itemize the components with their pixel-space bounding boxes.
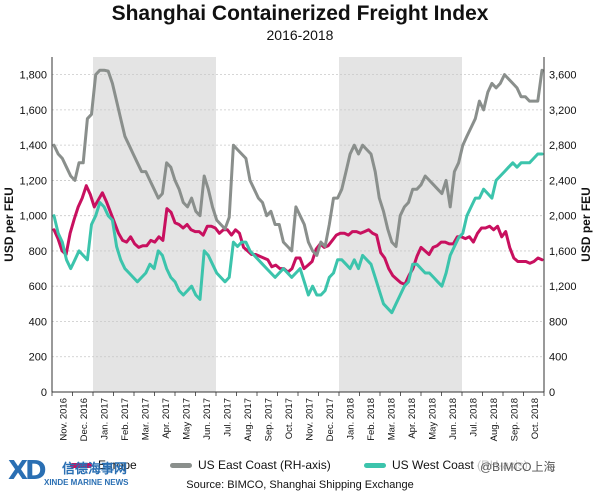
logo-mark: XD	[8, 456, 47, 486]
x-tick-label: Sep. 2017	[263, 398, 274, 441]
x-tick-label: May 2018	[427, 398, 438, 440]
xinde-marine-logo: XD 信德海事网 XINDE MARINE NEWS	[8, 456, 168, 490]
y-tick-right: 2,000	[549, 211, 577, 223]
x-tick-label: Sep. 2018	[509, 398, 520, 441]
x-tick-label: Oct. 2017	[284, 398, 295, 439]
x-tick-label: Nov. 2017	[304, 398, 315, 441]
y-tick-right: 2,800	[549, 140, 577, 152]
x-tick-label: Apr. 2017	[161, 398, 172, 439]
x-tick-label: Jun. 2017	[202, 398, 213, 440]
x-tick-label: May 2017	[181, 398, 192, 440]
y-tick-left: 200	[29, 352, 47, 364]
x-tick-label: Mar. 2017	[140, 398, 151, 440]
y-tick-left: 400	[29, 316, 47, 328]
y-tick-right: 800	[549, 316, 567, 328]
logo-chinese-name: 信德海事网	[62, 461, 128, 476]
logo-english-name: XINDE MARINE NEWS	[44, 478, 129, 487]
series-line-us-west-coast-rh-axis	[52, 152, 544, 315]
x-tick-label: Oct. 2018	[530, 398, 541, 439]
x-tick-label: Jan. 2017	[99, 398, 110, 440]
legend-swatch-us-east	[170, 462, 192, 468]
x-tick-label: Dec. 2016	[79, 398, 90, 441]
chart-source: Source: BIMCO, Shanghai Shipping Exchang…	[186, 479, 414, 491]
y-tick-right: 2,400	[549, 175, 577, 187]
x-tick-label: Jul. 2017	[222, 398, 233, 437]
legend-swatch-us-west	[364, 462, 386, 468]
chart-title: Shanghai Containerized Freight Index	[111, 2, 489, 25]
y-tick-left: 0	[41, 387, 47, 399]
y-tick-right: 3,200	[549, 105, 577, 117]
y-tick-left: 1,800	[19, 70, 47, 82]
x-tick-label: Apr. 2018	[407, 398, 418, 439]
y-tick-left: 1,600	[19, 105, 47, 117]
x-tick-label: Aug. 2018	[489, 398, 500, 441]
x-tick-label: Feb. 2018	[366, 398, 377, 441]
chart-subtitle: 2016-2018	[266, 27, 334, 43]
y-tick-right: 1,600	[549, 246, 577, 258]
x-tick-label: Feb. 2017	[120, 398, 131, 441]
y-tick-left: 800	[29, 246, 47, 258]
y-axis-title-left: USD per FEU	[2, 187, 16, 262]
y-tick-left: 1,000	[19, 211, 47, 223]
x-tick-label: Nov. 2016	[58, 398, 69, 441]
y-tick-left: 1,400	[19, 140, 47, 152]
legend-label-us-east: US East Coast (RH-axis)	[198, 458, 331, 472]
y-tick-left: 1,200	[19, 175, 47, 187]
series-line-us-east-coast-rh-axis	[52, 68, 544, 257]
y-tick-right: 400	[549, 352, 567, 364]
shaded-band-0	[93, 57, 216, 392]
legend-item-us-east: US East Coast (RH-axis)	[170, 458, 331, 472]
x-tick-label: Jun. 2018	[448, 398, 459, 440]
y-axis-title-right: USD per FEU	[579, 187, 593, 262]
legend-item-europe: Europe	[70, 458, 137, 472]
legend-label-europe: Europe	[98, 458, 137, 472]
x-tick-label: Dec. 2017	[325, 398, 336, 441]
x-tick-label: Jan. 2018	[345, 398, 356, 440]
y-tick-right: 0	[549, 387, 555, 399]
x-tick-label: Aug. 2017	[243, 398, 254, 441]
y-tick-left: 600	[29, 281, 47, 293]
legend-swatch-europe	[70, 462, 92, 468]
watermark: @BIMCO上海	[478, 458, 558, 475]
y-tick-right: 3,600	[549, 70, 577, 82]
y-tick-right: 1,200	[549, 281, 577, 293]
x-tick-label: Mar. 2018	[386, 398, 397, 440]
x-tick-label: Jul. 2018	[468, 398, 479, 437]
